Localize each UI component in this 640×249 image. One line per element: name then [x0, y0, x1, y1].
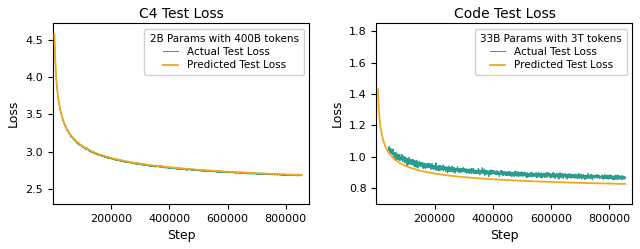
Line: Actual Test Loss: Actual Test Loss: [54, 36, 301, 176]
Actual Test Loss: [589, 179, 596, 182]
Predicted Test Loss: [374, 88, 381, 91]
Actual Test Loss: [591, 174, 599, 177]
Predicted Test Loss: [79, 145, 86, 148]
Actual Test Loss: [156, 165, 164, 168]
Actual Test Loss: [412, 163, 420, 166]
Predicted Test Loss: [621, 183, 629, 186]
Actual Test Loss: [93, 153, 101, 156]
Legend: Actual Test Loss, Predicted Test Loss: Actual Test Loss, Predicted Test Loss: [475, 29, 627, 75]
Actual Test Loss: [617, 175, 625, 178]
Predicted Test Loss: [93, 152, 101, 155]
Title: Code Test Loss: Code Test Loss: [454, 7, 556, 21]
Predicted Test Loss: [417, 169, 424, 172]
Predicted Test Loss: [469, 176, 477, 179]
Predicted Test Loss: [145, 163, 153, 166]
Actual Test Loss: [266, 172, 274, 175]
X-axis label: Step: Step: [167, 229, 195, 242]
Actual Test Loss: [385, 146, 392, 149]
Predicted Test Loss: [298, 174, 305, 177]
Predicted Test Loss: [479, 177, 487, 180]
Actual Test Loss: [621, 176, 629, 179]
Predicted Test Loss: [266, 172, 274, 175]
Actual Test Loss: [145, 164, 153, 167]
Line: Predicted Test Loss: Predicted Test Loss: [54, 35, 301, 175]
Actual Test Loss: [293, 174, 301, 177]
Title: C4 Test Loss: C4 Test Loss: [139, 7, 223, 21]
Actual Test Loss: [79, 145, 86, 148]
Y-axis label: Loss: Loss: [330, 100, 344, 127]
Actual Test Loss: [385, 145, 393, 148]
Predicted Test Loss: [293, 173, 301, 176]
Line: Actual Test Loss: Actual Test Loss: [388, 147, 625, 180]
Predicted Test Loss: [51, 33, 58, 36]
Predicted Test Loss: [156, 165, 164, 168]
Predicted Test Loss: [403, 165, 410, 168]
Legend: Actual Test Loss, Predicted Test Loss: Actual Test Loss, Predicted Test Loss: [145, 29, 304, 75]
Predicted Test Loss: [590, 182, 598, 185]
Predicted Test Loss: [616, 182, 624, 185]
Y-axis label: Loss: Loss: [7, 100, 20, 127]
Actual Test Loss: [426, 165, 433, 168]
Line: Predicted Test Loss: Predicted Test Loss: [378, 89, 625, 184]
Actual Test Loss: [486, 172, 493, 175]
X-axis label: Step: Step: [490, 229, 518, 242]
Actual Test Loss: [298, 173, 305, 176]
Actual Test Loss: [476, 171, 483, 174]
Actual Test Loss: [293, 174, 301, 177]
Actual Test Loss: [51, 34, 58, 37]
